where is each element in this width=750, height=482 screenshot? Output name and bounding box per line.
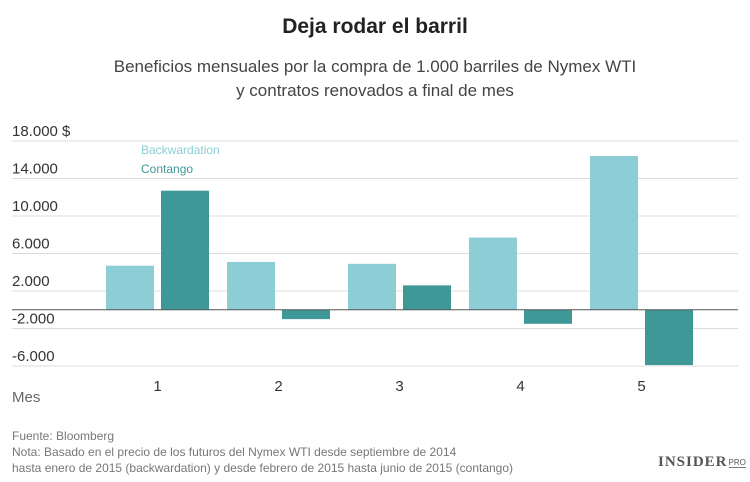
chart-subtitle: Beneficios mensuales por la compra de 1.…	[60, 55, 690, 103]
bar	[524, 309, 572, 324]
y-tick-label: 6.000	[12, 236, 50, 253]
y-tick-label: 10.000	[12, 198, 58, 215]
bar	[590, 156, 638, 310]
y-tick-label: 14.000	[12, 161, 58, 178]
bar	[348, 263, 396, 310]
footer: Fuente: Bloomberg Nota: Basado en el pre…	[12, 428, 513, 476]
x-tick-label: 3	[395, 378, 403, 395]
subtitle-line-1: Beneficios mensuales por la compra de 1.…	[113, 57, 637, 76]
x-tick-label: 5	[637, 378, 645, 395]
legend-entry: Contango	[141, 162, 193, 176]
x-tick-label: 1	[153, 378, 161, 395]
brand-name: INSIDER	[658, 454, 728, 470]
bar	[282, 309, 330, 320]
bar	[227, 261, 275, 310]
legend-entry: Backwardation	[141, 143, 220, 157]
y-tick-label: -2.000	[12, 311, 55, 328]
x-axis-title: Mes	[12, 389, 40, 406]
bar	[161, 190, 209, 310]
bar	[403, 285, 451, 310]
x-tick-label: 2	[274, 378, 282, 395]
source-note: Fuente: Bloomberg	[12, 429, 115, 443]
chart-title: Deja rodar el barril	[282, 15, 468, 38]
brand-suffix: PRO	[728, 458, 746, 468]
bar	[106, 265, 154, 310]
note-line-1: Nota: Basado en el precio de los futuros…	[12, 445, 457, 459]
bar	[469, 237, 517, 310]
insider-pro-logo: INSIDERPRO	[658, 454, 746, 471]
y-tick-label: 2.000	[12, 273, 50, 290]
note-line-2: hasta enero de 2015 (backwardation) y de…	[12, 461, 514, 475]
subtitle-line-2: y contratos renovados a final de mes	[236, 81, 514, 100]
x-tick-label: 4	[516, 378, 524, 395]
bar	[645, 309, 693, 366]
y-tick-label: -6.000	[12, 348, 55, 365]
y-tick-label: 18.000 $	[12, 123, 71, 140]
